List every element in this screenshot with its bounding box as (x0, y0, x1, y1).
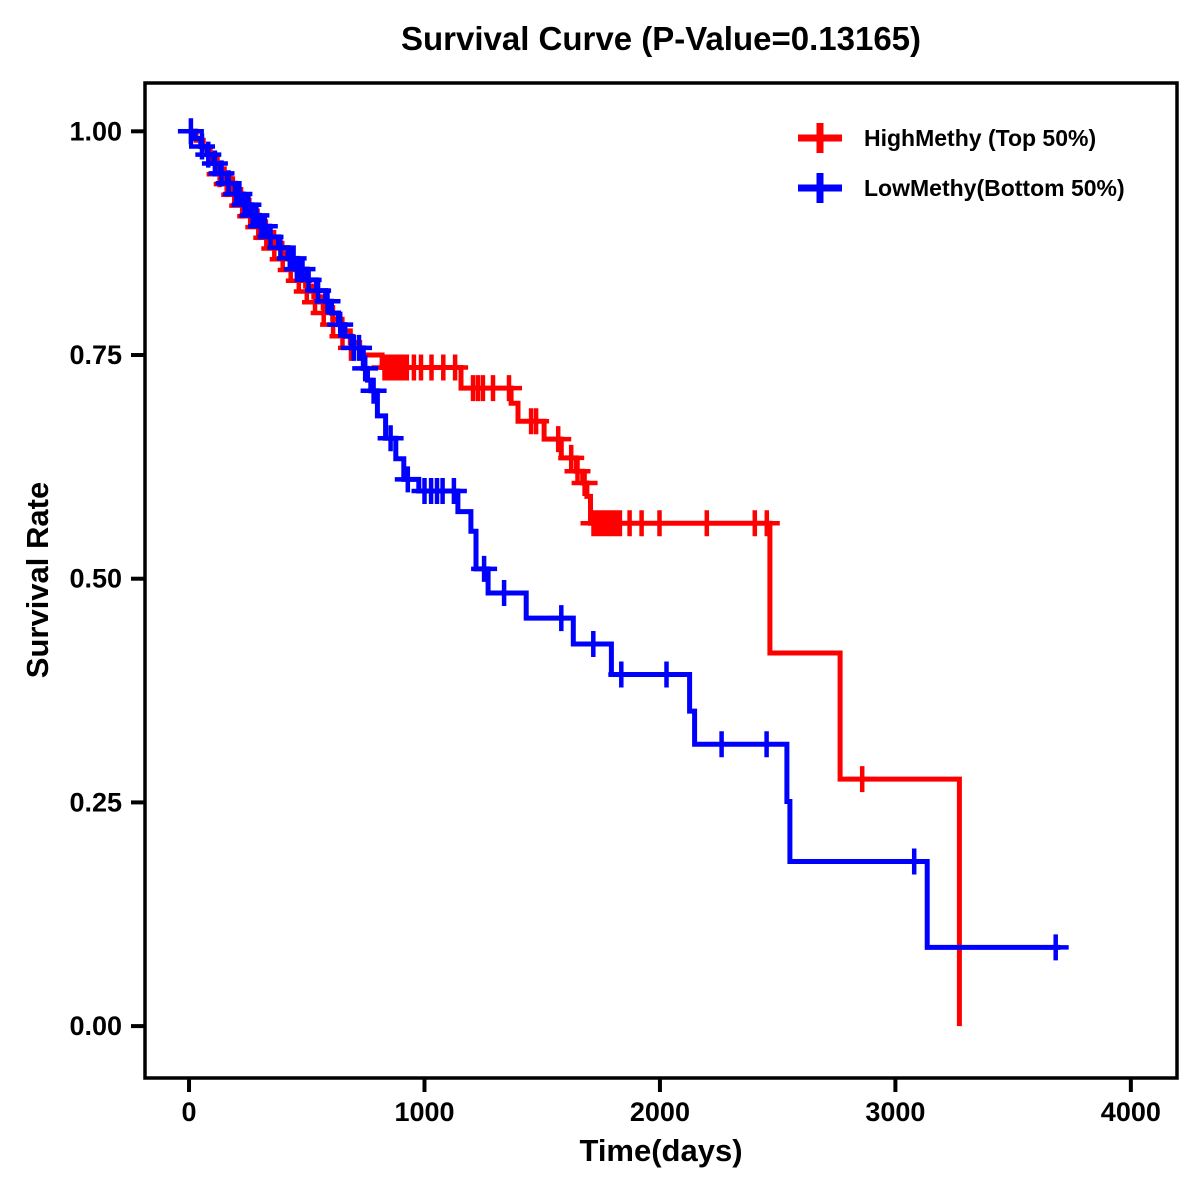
legend-label-lowmethy: LowMethy(Bottom 50%) (864, 174, 1125, 201)
x-axis: 0 1000 2000 3000 4000 (182, 1078, 1161, 1127)
series-lowmethy (177, 118, 1069, 961)
y-tick-label: 0.00 (69, 1011, 122, 1041)
censor-plus-icon (798, 173, 842, 203)
y-tick-label: 0.25 (69, 787, 122, 817)
legend-label-highmethy: HighMethy (Top 50%) (864, 124, 1097, 151)
legend: HighMethy (Top 50%) LowMethy(Bottom 50%) (796, 113, 1125, 213)
x-tick-label: 1000 (394, 1097, 454, 1127)
axis-box (143, 81, 1179, 1080)
chart-title: Survival Curve (P-Value=0.13165) (400, 20, 922, 57)
survival-step-curve (189, 128, 1061, 950)
y-tick-label: 0.75 (69, 340, 122, 370)
censor-plus-icon (798, 123, 842, 153)
legend-item-lowmethy: LowMethy(Bottom 50%) (796, 163, 1125, 213)
censor-marks (206, 161, 876, 793)
x-axis-label: Time(days) (579, 1133, 743, 1168)
x-tick-label: 0 (182, 1097, 197, 1127)
x-tick-label: 4000 (1101, 1097, 1161, 1127)
y-tick-label: 0.50 (69, 564, 122, 594)
x-tick-label: 2000 (630, 1097, 690, 1127)
legend-item-highmethy: HighMethy (Top 50%) (796, 113, 1125, 163)
x-tick-label: 3000 (865, 1097, 925, 1127)
y-axis: 1.00 0.75 0.50 0.25 0.00 (69, 116, 145, 1041)
censor-marks (177, 118, 1069, 961)
y-tick-label: 1.00 (69, 116, 122, 146)
